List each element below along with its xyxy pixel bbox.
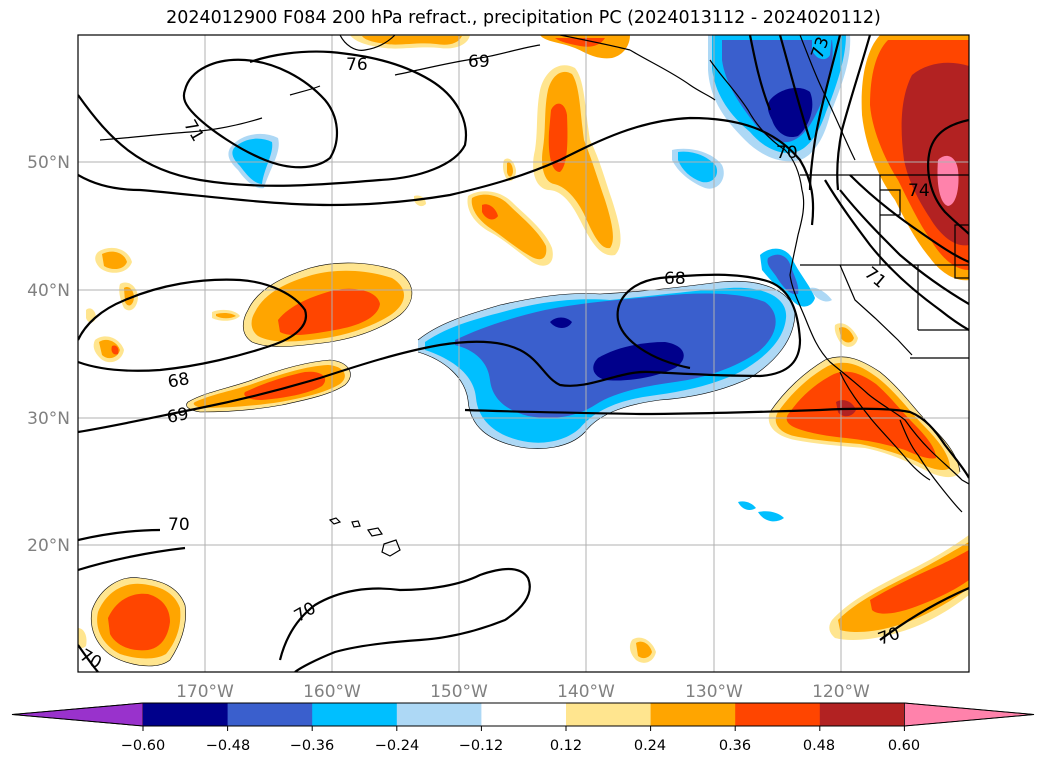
lon-label-130w: 130°W: [685, 682, 743, 702]
contour-label: 70: [168, 515, 190, 535]
colorbar-tick-label: 0.60: [888, 738, 920, 754]
colorbar-tick-label: 0.36: [719, 738, 751, 754]
colorbar-segment: [566, 703, 652, 726]
colorbar-tick-label: 0.24: [634, 738, 666, 754]
lon-label-120w: 120°W: [812, 682, 870, 702]
lat-label-50n: 50°N: [27, 153, 70, 173]
negative-anomaly-shading: [228, 35, 851, 522]
anomaly-outlines: [90, 262, 961, 667]
colorbar-tick-label: −0.48: [206, 738, 250, 754]
colorbar-extend-high: [904, 702, 1035, 727]
colorbar-segments: [11, 702, 1035, 727]
gridlines: [78, 35, 969, 672]
lon-label-140w: 140°W: [557, 682, 615, 702]
colorbar-segment: [143, 703, 229, 726]
colorbar-extend-low: [11, 702, 144, 727]
colorbar-segment: [481, 703, 567, 726]
colorbar: −0.60 −0.48 −0.36 −0.24 −0.12 0.12 0.24 …: [11, 702, 1035, 754]
map-panel: 76 69 71 73 70 74 71 68 68 69 70 70 70 7…: [78, 35, 969, 672]
lon-label-160w: 160°W: [303, 682, 361, 702]
colorbar-tick-label: −0.24: [375, 738, 419, 754]
colorbar-tick-label: −0.36: [290, 738, 334, 754]
contour-label: 68: [166, 369, 191, 392]
colorbar-segment: [819, 703, 905, 726]
contour-label: 68: [664, 269, 686, 289]
lat-label-40n: 40°N: [27, 281, 70, 301]
map-frame: [77, 34, 970, 673]
contour-label: 74: [908, 181, 930, 201]
colorbar-tick-label: −0.60: [121, 738, 165, 754]
lat-label-20n: 20°N: [27, 536, 70, 556]
contour-label: 76: [346, 55, 368, 75]
contour-label: 70: [776, 143, 798, 163]
colorbar-segment: [227, 703, 313, 726]
colorbar-tick-labels: −0.60 −0.48 −0.36 −0.24 −0.12 0.12 0.24 …: [121, 738, 920, 754]
coastlines: [99, 35, 969, 557]
latitude-labels: 50°N 40°N 30°N 20°N: [27, 153, 70, 556]
colorbar-tick-label: −0.12: [459, 738, 503, 754]
colorbar-segment: [396, 703, 482, 726]
contour-label: 69: [468, 52, 490, 72]
colorbar-segment: [312, 703, 398, 726]
colorbar-ticks: [142, 726, 905, 731]
colorbar-tick-label: 0.12: [550, 738, 582, 754]
colorbar-segment: [650, 703, 736, 726]
colorbar-tick-label: 0.48: [803, 738, 835, 754]
contour-label: 69: [165, 404, 190, 428]
lat-label-30n: 30°N: [27, 409, 70, 429]
longitude-labels: 170°W 160°W 150°W 140°W 130°W 120°W: [176, 682, 870, 702]
colorbar-segment: [735, 703, 821, 726]
map-title: 2024012900 F084 200 hPa refract., precip…: [166, 8, 881, 28]
lon-label-150w: 150°W: [430, 682, 488, 702]
refractivity-contours: [78, 35, 969, 672]
lon-label-170w: 170°W: [176, 682, 234, 702]
